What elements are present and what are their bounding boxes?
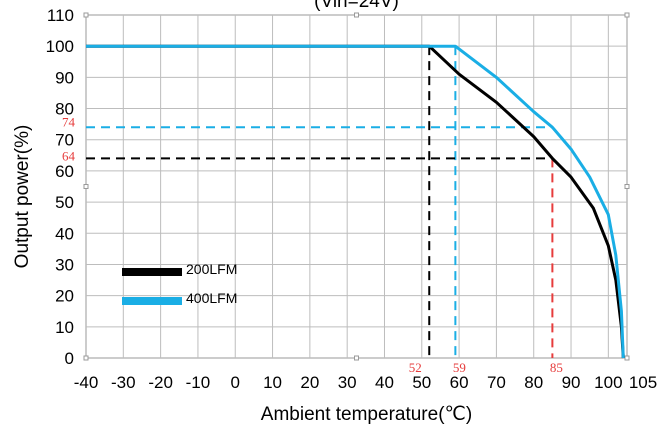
y-tick-label: 90: [55, 68, 74, 87]
frame-handle: [624, 12, 630, 18]
x-tick-label: 10: [263, 373, 282, 392]
y-tick-label: 40: [55, 224, 74, 243]
x-tick-label: -30: [111, 373, 136, 392]
x-tick-label: 105: [629, 373, 657, 392]
y-tick-label: 50: [55, 193, 74, 212]
y-tick-label: 20: [55, 287, 74, 306]
x-tick-label: 90: [562, 373, 581, 392]
legend-label: 400LFM: [186, 290, 237, 306]
frame-handle: [624, 184, 630, 189]
x-tick-label: 100: [594, 373, 622, 392]
x-tick-label: 50: [412, 373, 431, 392]
legend-label: 200LFM: [186, 261, 237, 277]
x-tick-label: 20: [300, 373, 319, 392]
x-tick-label: 0: [231, 373, 240, 392]
x-tick-label: 30: [338, 373, 357, 392]
x-tick-label: 40: [375, 373, 394, 392]
annotation-label: 59: [453, 360, 466, 375]
annotation-label: 64: [62, 148, 76, 163]
legend-swatch-200LFM: [122, 268, 182, 276]
plot-area-frame: [85, 14, 628, 359]
x-tick-label: 70: [487, 373, 506, 392]
series-line-200LFM: [86, 44, 625, 359]
y-tick-label: 110: [47, 6, 74, 25]
frame-handle: [354, 355, 359, 361]
y-axis-title: Output power(%): [12, 125, 33, 269]
series-line-400LFM: [86, 44, 625, 359]
y-tick-label: 30: [55, 255, 74, 274]
annotation-label: 85: [550, 360, 563, 375]
annotation-label: 74: [62, 114, 76, 129]
y-tick-label: 10: [55, 318, 74, 337]
frame-handle: [83, 184, 89, 189]
x-tick-label: -20: [148, 373, 173, 392]
legend-swatch-400LFM: [122, 297, 182, 305]
x-tick-label: -40: [74, 373, 99, 392]
y-tick-label: 100: [46, 37, 74, 56]
frame-handle: [624, 355, 630, 361]
frame-handle: [83, 355, 89, 361]
chart-title: (Vin=24V): [314, 0, 399, 12]
x-tick-label: 60: [450, 373, 469, 392]
x-axis-title: Ambient temperature(℃): [261, 404, 472, 425]
frame-handle: [354, 12, 359, 18]
y-tick-label: 70: [55, 131, 74, 150]
x-tick-label: 80: [524, 373, 543, 392]
y-tick-label: 0: [65, 349, 74, 368]
x-tick-label: -10: [186, 373, 211, 392]
annotation-label: 52: [409, 360, 422, 375]
y-tick-label: 60: [55, 162, 74, 181]
frame-handle: [83, 12, 89, 18]
y-tick-label: 80: [55, 100, 74, 119]
